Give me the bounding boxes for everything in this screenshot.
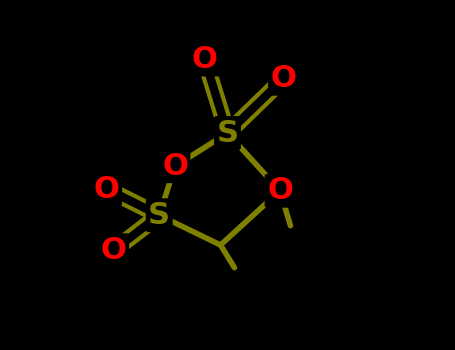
Text: S: S [148, 201, 170, 230]
Text: O: O [271, 64, 297, 93]
Text: O: O [94, 175, 120, 203]
Text: O: O [101, 236, 126, 265]
Text: S: S [217, 119, 238, 147]
Text: O: O [162, 152, 188, 181]
Text: O: O [192, 45, 217, 74]
Text: O: O [267, 176, 293, 205]
